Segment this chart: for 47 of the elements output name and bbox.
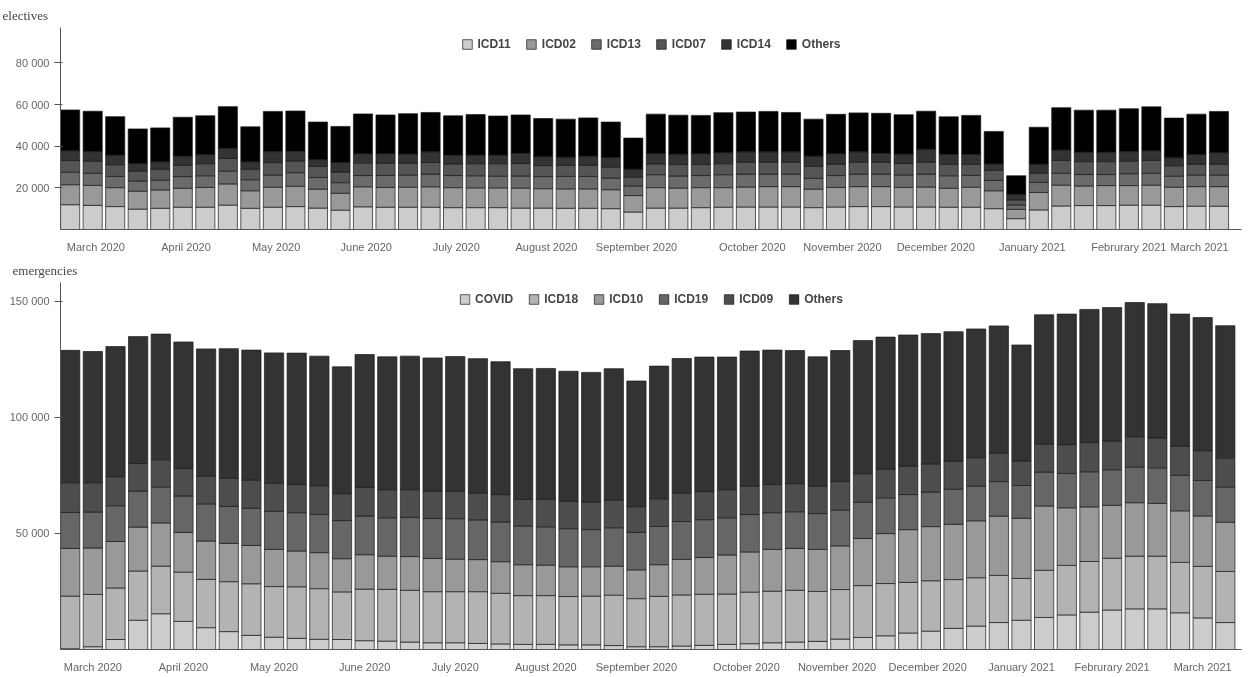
chart-title: electives: [2, 7, 48, 23]
chart-title: emergencies: [12, 262, 78, 278]
x-tick-label: June 2020: [340, 240, 392, 253]
x-tick-label: September 2020: [595, 660, 678, 673]
legend-label: ICD11: [477, 37, 511, 51]
legend-label: ICD13: [606, 37, 641, 51]
x-tick-label: January 2021: [988, 660, 1055, 673]
x-tick-label: August 2020: [514, 660, 577, 673]
x-tick-label: March 2021: [1173, 660, 1232, 673]
legend-label: Others: [804, 292, 843, 306]
x-tick-label: April 2020: [161, 240, 211, 253]
y-tick-label: 40 000: [15, 140, 50, 153]
legend-label: ICD18: [544, 292, 579, 306]
x-tick-label: January 2021: [999, 240, 1066, 253]
x-tick-label: October 2020: [713, 660, 780, 673]
y-tick-label: 150 000: [9, 295, 50, 308]
x-tick-label: December 2020: [888, 660, 967, 673]
x-tick-label: March 2020: [63, 660, 122, 673]
legend-label: ICD07: [671, 37, 706, 51]
x-tick-label: October 2020: [719, 240, 786, 253]
legend-label: ICD14: [736, 37, 771, 51]
x-tick-label: November 2020: [803, 240, 882, 253]
legend-label: ICD10: [609, 292, 644, 306]
x-tick-label: Februrary 2021: [1091, 240, 1167, 253]
legend-label: ICD19: [674, 292, 709, 306]
x-tick-label: September 2020: [595, 240, 678, 253]
x-tick-label: August 2020: [515, 240, 578, 253]
legend-label: COVID: [475, 292, 514, 306]
y-tick-label: 60 000: [15, 98, 50, 111]
x-tick-label: May 2020: [249, 660, 299, 673]
x-tick-label: June 2020: [338, 660, 391, 673]
x-tick-label: November 2020: [797, 660, 877, 673]
x-tick-label: March 2020: [66, 240, 125, 253]
x-tick-label: March 2021: [1170, 240, 1229, 253]
x-tick-label: May 2020: [251, 240, 301, 253]
y-tick-label: 20 000: [15, 181, 50, 194]
x-tick-label: Februrary 2021: [1074, 660, 1150, 673]
legend-label: Others: [801, 37, 841, 51]
y-tick-label: 100 000: [9, 411, 50, 424]
x-tick-label: December 2020: [896, 240, 975, 253]
legend-label: ICD02: [541, 37, 576, 51]
x-tick-label: April 2020: [158, 660, 209, 673]
y-tick-label: 80 000: [15, 56, 50, 69]
legend-label: ICD09: [739, 292, 774, 306]
x-tick-label: July 2020: [431, 660, 479, 673]
x-tick-label: July 2020: [432, 240, 480, 253]
y-tick-label: 50 000: [15, 527, 50, 540]
